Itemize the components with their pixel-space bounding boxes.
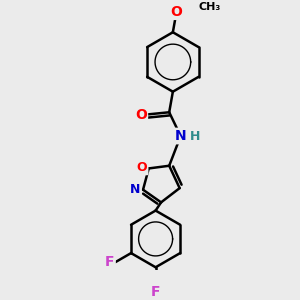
Text: N: N [130, 183, 140, 196]
Text: F: F [151, 285, 160, 299]
Text: O: O [171, 5, 182, 19]
Text: F: F [105, 255, 115, 269]
Text: O: O [135, 107, 147, 122]
Text: O: O [136, 161, 147, 174]
Text: CH₃: CH₃ [198, 2, 220, 12]
Text: H: H [190, 130, 200, 142]
Text: N: N [175, 129, 186, 143]
